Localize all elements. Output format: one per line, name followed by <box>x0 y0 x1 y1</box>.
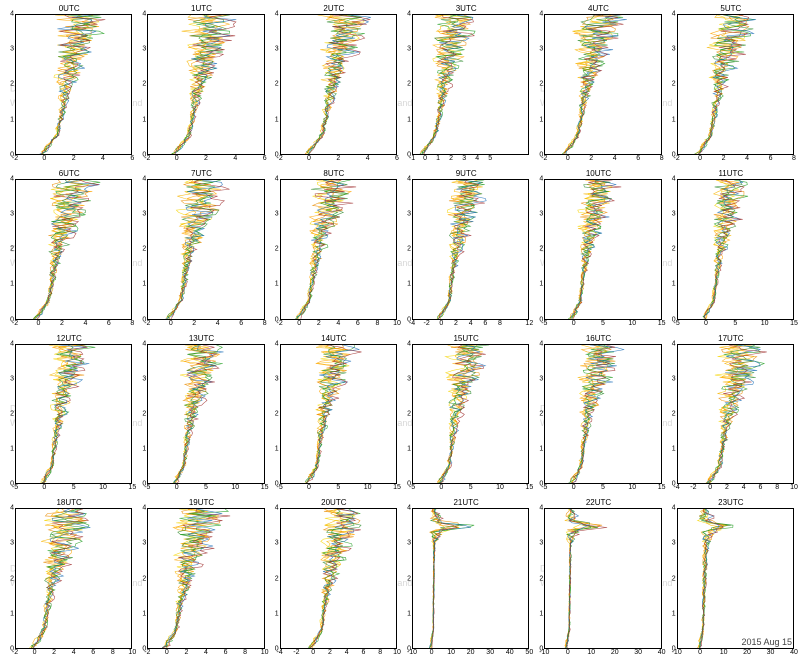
plot-area <box>15 14 132 155</box>
plot-area <box>15 508 132 649</box>
panel-11utc: 11UTC01234-5051015 <box>668 169 794 330</box>
panel-20utc: 20UTC01234-4-20246810 <box>271 498 397 659</box>
panel-title: 6UTC <box>6 169 132 179</box>
plot-area <box>280 14 397 155</box>
panel-21utc: 21UTC01234-1001020304050 <box>403 498 529 659</box>
panel-title: 17UTC <box>668 334 794 344</box>
plot-area <box>280 508 397 649</box>
plot-area <box>544 179 661 320</box>
panel-7utc: 7UTC01234-202468 <box>138 169 264 330</box>
plot-area <box>147 344 264 485</box>
panel-2utc: 2UTC01234-20246 <box>271 4 397 165</box>
panel-12utc: 12UTC01234-5051015 <box>6 334 132 495</box>
plot-area <box>412 344 529 485</box>
plot-area <box>412 179 529 320</box>
panel-title: 15UTC <box>403 334 529 344</box>
panel-title: 20UTC <box>271 498 397 508</box>
date-label: 2015 Aug 15 <box>741 637 792 647</box>
plot-area <box>412 508 529 649</box>
panel-5utc: 5UTC01234-202468 <box>668 4 794 165</box>
plot-area <box>544 14 661 155</box>
panel-19utc: 19UTC01234-20246810 <box>138 498 264 659</box>
plot-area <box>280 179 397 320</box>
panel-16utc: 16UTC01234-5051015 <box>535 334 661 495</box>
panel-15utc: 15UTC01234-5051015 <box>403 334 529 495</box>
plot-area <box>412 14 529 155</box>
panel-title: 21UTC <box>403 498 529 508</box>
panel-23utc: 23UTC01234-100102030402015 Aug 15 <box>668 498 794 659</box>
panel-3utc: 3UTC01234-1012345 <box>403 4 529 165</box>
panel-1utc: 1UTC01234-20246 <box>138 4 264 165</box>
panel-title: 11UTC <box>668 169 794 179</box>
panel-8utc: 8UTC01234-20246810 <box>271 169 397 330</box>
panel-22utc: 22UTC01234-10010203040 <box>535 498 661 659</box>
panel-title: 13UTC <box>138 334 264 344</box>
panel-title: 10UTC <box>535 169 661 179</box>
plot-area <box>280 344 397 485</box>
panel-17utc: 17UTC01234-4-20246810 <box>668 334 794 495</box>
panel-title: 2UTC <box>271 4 397 14</box>
panel-title: 1UTC <box>138 4 264 14</box>
plot-area <box>544 508 661 649</box>
plot-area <box>147 14 264 155</box>
panel-title: 0UTC <box>6 4 132 14</box>
plot-area <box>677 344 794 485</box>
panel-title: 12UTC <box>6 334 132 344</box>
panel-title: 3UTC <box>403 4 529 14</box>
plot-area <box>677 508 794 649</box>
plot-area <box>544 344 661 485</box>
panel-title: 7UTC <box>138 169 264 179</box>
plot-area <box>15 179 132 320</box>
panel-title: 5UTC <box>668 4 794 14</box>
panel-title: 19UTC <box>138 498 264 508</box>
plot-area <box>677 179 794 320</box>
plot-area <box>147 179 264 320</box>
plot-area <box>677 14 794 155</box>
panel-title: 9UTC <box>403 169 529 179</box>
panel-13utc: 13UTC01234-5051015 <box>138 334 264 495</box>
panel-18utc: 18UTC01234-20246810 <box>6 498 132 659</box>
panel-9utc: 9UTC01234-4-20246812 <box>403 169 529 330</box>
panel-title: 22UTC <box>535 498 661 508</box>
panel-title: 4UTC <box>535 4 661 14</box>
panel-6utc: 6UTC01234-202468 <box>6 169 132 330</box>
chart-grid: 0UTC01234-202461UTC01234-202462UTC01234-… <box>0 0 800 665</box>
plot-area <box>15 344 132 485</box>
panel-title: 14UTC <box>271 334 397 344</box>
panel-title: 16UTC <box>535 334 661 344</box>
panel-10utc: 10UTC01234-5051015 <box>535 169 661 330</box>
panel-title: 8UTC <box>271 169 397 179</box>
panel-title: 23UTC <box>668 498 794 508</box>
plot-area <box>147 508 264 649</box>
panel-title: 18UTC <box>6 498 132 508</box>
panel-14utc: 14UTC01234-5051015 <box>271 334 397 495</box>
panel-4utc: 4UTC01234-202468 <box>535 4 661 165</box>
panel-0utc: 0UTC01234-20246 <box>6 4 132 165</box>
